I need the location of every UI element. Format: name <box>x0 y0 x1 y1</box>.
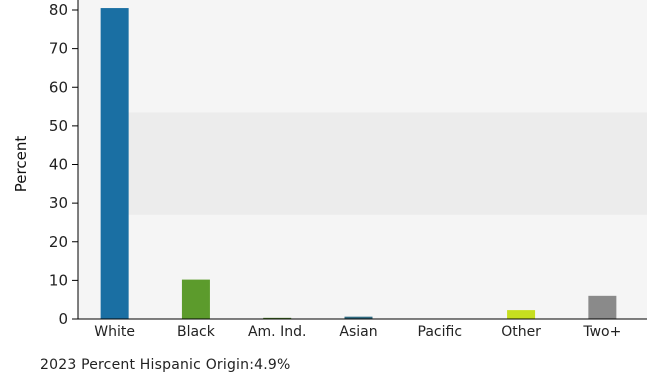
x-tick-label: Other <box>501 324 541 340</box>
y-tick-label: 50 <box>49 117 68 135</box>
y-tick-label: 30 <box>49 194 68 212</box>
y-tick-label: 20 <box>49 233 68 251</box>
bar-two <box>588 295 617 319</box>
x-ticks: White Black Am. Ind. Asian Pacific Other Two+ <box>94 324 621 340</box>
x-tick-label: Pacific <box>418 324 463 340</box>
plot-background <box>78 0 647 319</box>
y-tick-label: 70 <box>49 40 68 58</box>
bar-am-ind <box>263 317 292 319</box>
hispanic-origin-footnote: 2023 Percent Hispanic Origin:4.9% <box>40 357 291 373</box>
y-tick-label: 0 <box>58 310 68 328</box>
bar-other <box>507 310 536 319</box>
plot-band-inner <box>123 112 647 215</box>
bar-white <box>100 8 129 319</box>
y-tick-label: 40 <box>49 156 68 174</box>
x-tick-label: Am. Ind. <box>248 324 306 340</box>
bars <box>100 8 617 320</box>
x-tick-label: Two+ <box>582 324 621 340</box>
bar-asian <box>344 316 373 319</box>
y-tick-label: 60 <box>49 78 68 96</box>
y-axis-title: Percent <box>12 136 30 193</box>
y-tick-label: 10 <box>49 271 68 289</box>
x-tick-label: Asian <box>339 324 377 340</box>
x-tick-label: White <box>94 324 135 340</box>
x-tick-label: Black <box>177 324 216 340</box>
bar-black <box>181 279 210 319</box>
y-tick-label: 80 <box>49 1 68 19</box>
y-ticks: 0 10 20 30 40 50 60 70 80 <box>49 1 78 328</box>
